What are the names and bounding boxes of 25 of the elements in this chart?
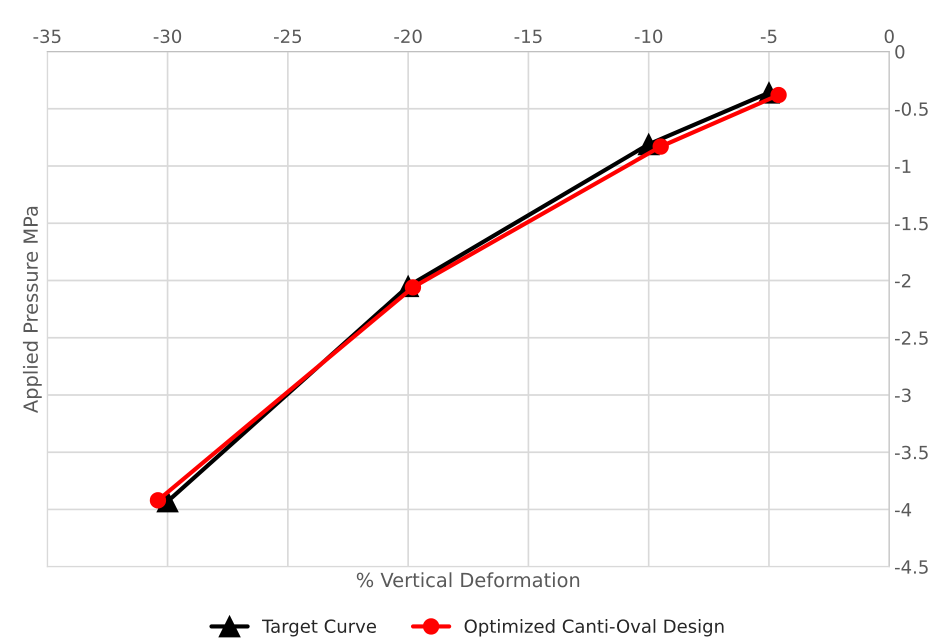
x-tick-label: -30 xyxy=(154,30,182,44)
y-tick-label: -3.5 xyxy=(894,446,928,460)
x-tick-label: -35 xyxy=(33,30,60,44)
x-tick-label: -25 xyxy=(274,30,302,44)
y-tick-label: -4 xyxy=(894,503,912,516)
y-tick-label: -2.5 xyxy=(894,331,928,345)
x-tick-label: -5 xyxy=(760,30,776,44)
point xyxy=(652,138,669,155)
x-tick-label: -10 xyxy=(634,30,662,44)
y-tick-label: -1 xyxy=(894,160,910,173)
x-tick-label: -15 xyxy=(514,30,542,44)
legend-label: Target Curve xyxy=(262,619,376,637)
point xyxy=(770,86,787,104)
y-tick-label: -1.5 xyxy=(894,216,928,230)
y-tick-label: -3 xyxy=(894,388,911,402)
x-axis-title: % Vertical Deformation xyxy=(356,572,580,588)
y-tick-label: -4.5 xyxy=(894,560,928,574)
y-tick-label: 0 xyxy=(895,44,904,59)
x-tick-label: 0 xyxy=(884,30,894,44)
y-tick-label: -2 xyxy=(894,274,910,288)
x-tick-label: -20 xyxy=(394,30,422,44)
legend-label: Optimized Canti-Oval Design xyxy=(464,619,724,637)
y-tick-label: -0.5 xyxy=(894,102,928,116)
y-axis-title: Applied Pressure MPa xyxy=(22,206,42,413)
point xyxy=(150,492,166,508)
